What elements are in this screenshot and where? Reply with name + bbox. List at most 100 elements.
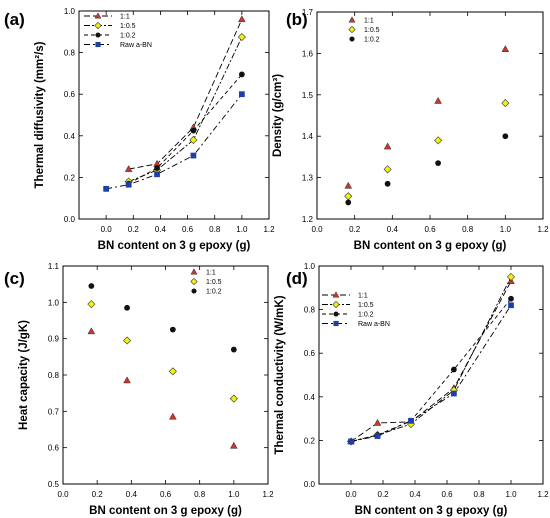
panel-label: (d) xyxy=(286,269,308,288)
x-tick-label: 1.0 xyxy=(228,490,240,499)
x-tick-label: 0.6 xyxy=(182,225,194,234)
x-tick-label: 0.8 xyxy=(462,225,474,234)
data-point xyxy=(506,272,516,281)
legend-marker xyxy=(333,320,339,327)
legend-marker xyxy=(191,288,197,294)
data-point xyxy=(238,91,245,98)
data-point xyxy=(344,192,353,201)
x-tick-label: 0.2 xyxy=(377,490,389,499)
x-tick-label: 1.2 xyxy=(262,490,274,499)
series-1-0-2 xyxy=(345,133,509,206)
data-point xyxy=(229,394,238,403)
legend-label: 1:1 xyxy=(358,293,368,300)
series-line xyxy=(350,304,512,442)
data-point xyxy=(237,32,246,42)
x-tick-label: 0.4 xyxy=(387,225,399,234)
x-axis-label: BN content on 3 g epoxy (g) xyxy=(89,505,242,517)
data-point xyxy=(169,326,176,333)
y-tick-label: 1.3 xyxy=(302,174,314,183)
x-tick-label: 0.2 xyxy=(92,490,104,499)
y-tick-label: 0.8 xyxy=(48,371,60,380)
legend-label: 1:0.2 xyxy=(358,312,374,319)
y-tick-label: 0.8 xyxy=(64,49,76,58)
series-1-0-5 xyxy=(344,99,510,201)
plot-frame xyxy=(78,10,270,220)
series-1-1 xyxy=(344,45,510,189)
data-point xyxy=(374,433,381,439)
legend-marker xyxy=(332,300,340,309)
y-tick-label: 0.0 xyxy=(64,215,76,224)
x-tick-label: 0.0 xyxy=(57,490,69,499)
x-tick-label: 1.2 xyxy=(537,225,549,234)
series-line xyxy=(106,93,243,190)
x-axis-label: BN content on 3 g epoxy (g) xyxy=(354,240,507,252)
y-tick-label: 0.0 xyxy=(304,480,316,489)
data-point xyxy=(87,300,96,309)
data-point xyxy=(451,390,457,397)
legend-label: 1:0.5 xyxy=(206,279,222,286)
y-tick-label: 0.5 xyxy=(48,480,60,489)
legend-label: 1:0.5 xyxy=(358,302,374,309)
legend-marker xyxy=(348,25,356,34)
y-tick-label: 0.9 xyxy=(48,335,60,344)
data-point xyxy=(501,45,510,53)
data-point xyxy=(238,71,245,78)
chart-panel-a: 0.0 0.2 0.4 0.6 0.8 1.0 1.2 0.0 0.2 0.4 0.6 0.8 1.0 B… xyxy=(4,7,275,252)
legend-marker xyxy=(94,21,102,30)
legend-label: 1:1 xyxy=(206,270,216,277)
data-point xyxy=(124,164,133,172)
x-axis-label: BN content on 3 g epoxy (g) xyxy=(98,240,251,252)
data-point xyxy=(348,438,354,445)
data-point xyxy=(344,181,353,189)
y-tick-label: 1.0 xyxy=(48,298,60,307)
data-point xyxy=(154,171,160,178)
y-tick-label: 0.8 xyxy=(304,306,316,315)
legend-label: 1:1 xyxy=(364,18,374,25)
legend-label: 1:0.2 xyxy=(120,33,136,40)
data-point xyxy=(229,441,238,449)
data-point xyxy=(190,152,197,159)
x-tick-label: 0.4 xyxy=(155,225,167,234)
x-tick-label: 0.8 xyxy=(209,225,221,234)
y-tick-label: 1.1 xyxy=(48,262,60,271)
y-tick-label: 0.4 xyxy=(64,132,76,141)
legend: 1:1 1:0.5 1:0.2 Raw a-BN xyxy=(84,12,152,49)
data-point xyxy=(103,185,110,192)
data-point xyxy=(87,327,96,335)
x-tick-label: 0.4 xyxy=(126,490,138,499)
x-tick-label: 1.2 xyxy=(263,225,275,234)
data-point xyxy=(435,160,441,166)
data-point xyxy=(502,133,509,140)
series-1-0-5 xyxy=(124,32,246,186)
panel-label: (c) xyxy=(4,269,25,288)
plot-frame xyxy=(62,265,269,485)
data-point xyxy=(154,165,160,171)
y-tick-label: 0.7 xyxy=(48,407,60,416)
panel-label: (b) xyxy=(286,10,308,29)
data-point xyxy=(383,165,392,174)
series-line xyxy=(350,281,512,442)
data-point xyxy=(345,199,352,206)
legend-label: 1:0.2 xyxy=(364,37,380,44)
series-line xyxy=(128,74,243,185)
y-axis-label: Heat capacity (J/gK) xyxy=(18,320,30,430)
legend-label: Raw a-BN xyxy=(358,321,390,328)
x-tick-label: 0.4 xyxy=(409,490,421,499)
data-point xyxy=(408,417,414,424)
legend-label: Raw a-BN xyxy=(120,42,152,49)
legend: 1:1 1:0.5 1:0.2 xyxy=(348,16,380,44)
y-tick-label: 1.0 xyxy=(64,7,76,16)
data-point xyxy=(238,15,246,23)
series-1-0-2 xyxy=(125,71,245,187)
data-point xyxy=(384,180,391,187)
x-tick-label: 0.6 xyxy=(424,225,436,234)
series-Raw-a-BN xyxy=(348,302,514,445)
panel-label: (a) xyxy=(4,10,25,29)
data-point xyxy=(501,99,510,108)
x-tick-label: 1.0 xyxy=(500,225,512,234)
legend-marker xyxy=(95,32,101,38)
x-tick-label: 1.0 xyxy=(505,490,517,499)
y-tick-label: 0.2 xyxy=(304,436,316,445)
x-tick-label: 0.0 xyxy=(311,225,323,234)
y-axis-label: Thermal diffusivity (mm²/s) xyxy=(34,41,46,188)
